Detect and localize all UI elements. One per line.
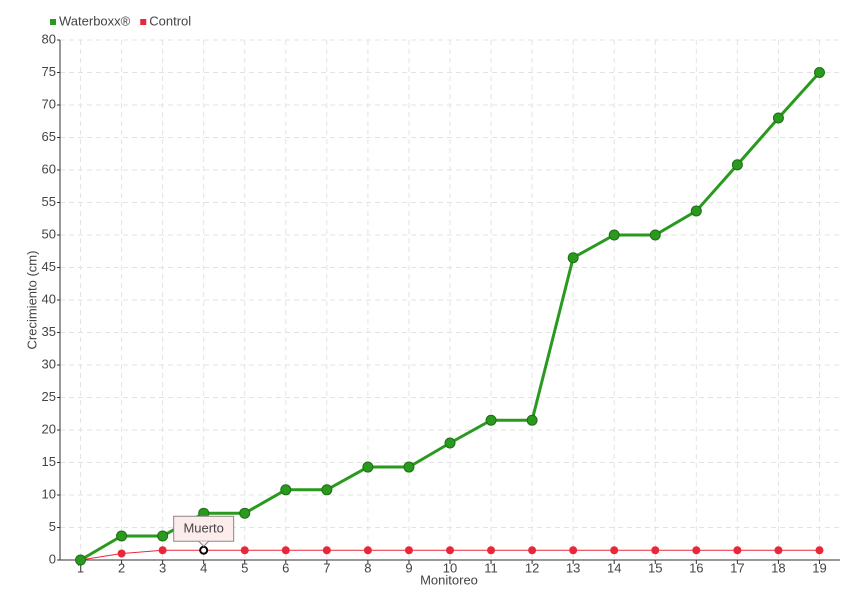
x-tick-label: 5	[241, 560, 248, 575]
y-tick-label: 25	[42, 389, 56, 404]
y-tick-label: 15	[42, 454, 56, 469]
data-point	[774, 546, 783, 555]
data-point	[733, 546, 742, 555]
x-tick-label: 8	[364, 560, 371, 575]
x-tick-label: 15	[648, 560, 662, 575]
data-point	[567, 252, 579, 264]
x-tick-label: 6	[282, 560, 289, 575]
y-tick-label: 40	[42, 291, 56, 306]
data-point	[240, 546, 249, 555]
data-point	[690, 205, 702, 217]
x-tick-label: 14	[607, 560, 621, 575]
legend-label: Waterboxx®	[59, 13, 131, 28]
x-tick-label: 9	[405, 560, 412, 575]
y-tick-label: 30	[42, 356, 56, 371]
data-point	[649, 229, 661, 241]
x-tick-label: 18	[771, 560, 785, 575]
data-point	[813, 67, 825, 78]
data-point	[528, 546, 537, 555]
data-point	[485, 414, 497, 426]
annotation-pointer	[198, 540, 210, 547]
y-tick-label: 50	[42, 226, 56, 241]
legend-marker	[50, 19, 56, 25]
data-point	[239, 507, 251, 519]
data-point	[362, 461, 374, 473]
data-point	[75, 554, 87, 566]
y-tick-label: 70	[42, 96, 56, 111]
y-tick-label: 5	[49, 519, 56, 534]
x-tick-label: 19	[812, 560, 826, 575]
y-tick-label: 80	[42, 31, 56, 46]
data-point	[116, 530, 128, 542]
y-tick-label: 35	[42, 324, 56, 339]
x-tick-label: 12	[525, 560, 539, 575]
y-tick-label: 10	[42, 486, 56, 501]
data-point	[526, 414, 538, 426]
data-point	[157, 530, 169, 542]
legend-label: Control	[149, 13, 191, 28]
data-point	[651, 546, 660, 555]
x-tick-label: 11	[484, 560, 498, 575]
x-tick-label: 17	[730, 560, 744, 575]
y-tick-label: 20	[42, 421, 56, 436]
x-tick-label: 4	[200, 560, 207, 575]
x-tick-label: 13	[566, 560, 580, 575]
data-point	[403, 461, 415, 473]
y-tick-label: 0	[49, 551, 56, 566]
data-point	[280, 484, 292, 496]
data-point	[363, 546, 372, 555]
data-point	[444, 437, 456, 449]
data-point	[158, 546, 167, 555]
annotation-box	[173, 515, 235, 542]
y-tick-label: 65	[42, 129, 56, 144]
data-point	[610, 546, 619, 555]
data-point	[731, 159, 743, 171]
x-tick-label: 3	[159, 560, 166, 575]
y-tick-label: 55	[42, 194, 56, 209]
data-point	[404, 546, 413, 555]
y-tick-label: 75	[42, 64, 56, 79]
data-point	[487, 546, 496, 555]
data-point	[117, 549, 126, 558]
annotation-text: Muerto	[183, 521, 223, 536]
data-point	[446, 546, 454, 555]
data-point	[608, 229, 620, 241]
annotation-point	[199, 545, 209, 555]
x-tick-label: 10	[443, 560, 457, 575]
data-point	[321, 484, 333, 496]
x-tick-label: 16	[689, 560, 703, 575]
y-tick-label: 60	[42, 161, 56, 176]
series-line	[79, 71, 821, 562]
y-tick-label: 45	[42, 259, 56, 274]
data-point	[569, 546, 578, 555]
x-tick-label: 2	[118, 560, 125, 575]
x-axis-label: Monitoreo	[420, 572, 478, 587]
x-tick-label: 1	[77, 560, 84, 575]
data-point	[692, 546, 701, 555]
data-point	[322, 546, 331, 555]
data-point	[772, 112, 784, 124]
legend-marker	[140, 19, 147, 25]
x-tick-label: 7	[323, 560, 330, 575]
data-point	[281, 546, 290, 555]
data-point	[815, 546, 824, 555]
y-axis-label: Crecimiento (cm)	[24, 251, 39, 350]
